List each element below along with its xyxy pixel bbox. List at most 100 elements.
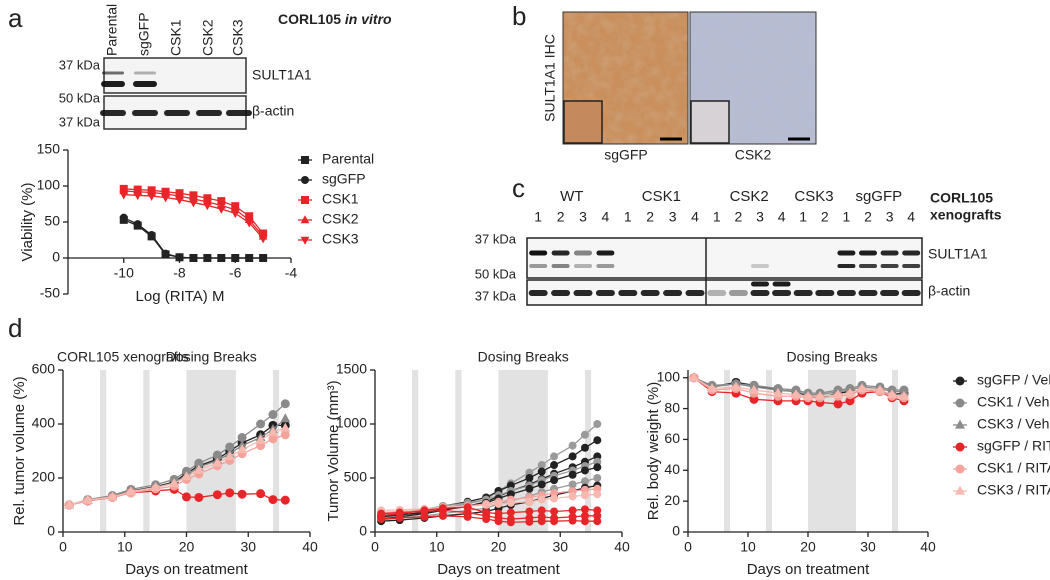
y-tick-label: 100 (657, 368, 681, 384)
data-point (255, 434, 266, 444)
x-tick-label: 0 (684, 539, 692, 555)
x-tick-label: 10 (429, 539, 445, 555)
mw-marker: 37 kDa (475, 288, 517, 303)
dosing-break (584, 370, 592, 532)
data-point (189, 199, 198, 208)
protein-label: SULT1A1 (928, 246, 988, 262)
data-point (815, 390, 825, 400)
data-point (82, 494, 93, 504)
data-point (568, 480, 577, 489)
data-point (593, 517, 602, 526)
blot-band (859, 264, 877, 268)
mw-marker: 37 kDa (59, 114, 101, 129)
y-axis-label: Rel. tumor volume (%) (11, 376, 28, 525)
x-tick-label: 30 (552, 539, 568, 555)
y-tick-label: 150 (37, 141, 61, 157)
data-point (482, 515, 491, 524)
data-point (845, 387, 855, 397)
legend-label: CSK1 (322, 191, 359, 207)
data-point (189, 254, 198, 262)
lane-number: 3 (579, 209, 587, 225)
data-point (506, 508, 515, 517)
y-tick-label: 1000 (336, 415, 367, 431)
data-point (506, 518, 515, 527)
protein-label: β-actin (252, 103, 294, 119)
data-point (169, 478, 180, 487)
blot-band (837, 264, 856, 268)
blot-band (226, 110, 252, 116)
y-tick-label: 500 (344, 469, 368, 485)
data-point (203, 254, 212, 262)
data-point (193, 464, 204, 474)
blot-band (685, 290, 705, 296)
blot-band (618, 290, 638, 296)
blot-band (859, 250, 877, 256)
data-point (133, 192, 143, 201)
lane-number: 2 (735, 209, 743, 225)
data-point (217, 254, 226, 262)
blot-band (164, 110, 190, 116)
blot-band (751, 264, 769, 268)
legend-label: Parental (322, 151, 374, 167)
data-point (175, 196, 184, 205)
data-point (593, 436, 602, 445)
ihc-inset (690, 100, 730, 144)
blot-band (133, 81, 157, 87)
data-point (494, 499, 503, 508)
data-point (420, 512, 429, 521)
legend-marker (955, 419, 965, 429)
panel-label: c (512, 173, 525, 203)
data-point (212, 457, 223, 467)
data-point (749, 394, 759, 404)
lane-number: 2 (821, 209, 829, 225)
data-point (525, 507, 534, 516)
lane-label: CSK1 (168, 19, 184, 56)
ihc-inset (563, 100, 603, 144)
data-point (593, 463, 602, 472)
blot-band (573, 290, 593, 296)
series-line (123, 217, 264, 259)
dosing-break (724, 370, 730, 532)
ihc-stain-label: SULT1A1 IHC (542, 34, 558, 122)
blot-band (901, 290, 921, 296)
data-point (161, 249, 170, 258)
data-point (147, 230, 156, 239)
data-point (268, 410, 278, 420)
legend-label: sgGFP (322, 171, 366, 187)
x-tick-label: 30 (240, 539, 256, 555)
legend-marker (955, 464, 965, 474)
data-point (580, 443, 589, 452)
y-tick-label: 20 (664, 492, 680, 508)
legend-label: CSK3 / RITA (977, 482, 1050, 498)
data-point (749, 384, 759, 394)
blot-band (551, 264, 570, 268)
data-point (150, 482, 161, 492)
data-point (580, 491, 589, 500)
data-point (259, 254, 268, 262)
data-point (258, 235, 268, 244)
lane-label: sgGFP (136, 12, 152, 56)
data-point (225, 442, 235, 452)
data-point (525, 497, 534, 506)
y-tick-label: 1500 (336, 361, 367, 377)
data-point (689, 372, 699, 382)
data-point (791, 389, 801, 399)
data-point (161, 194, 170, 203)
data-point (537, 517, 546, 526)
data-point (212, 490, 222, 500)
blot-title: xenografts (930, 207, 1002, 223)
data-point (395, 513, 404, 522)
protein-label: SULT1A1 (252, 67, 312, 83)
data-point (537, 480, 546, 489)
blot-band (595, 290, 615, 296)
x-tick-label: 30 (860, 539, 876, 555)
blot-band (750, 290, 770, 296)
dosing-break (892, 370, 898, 532)
blot-band (100, 110, 126, 116)
blot-band (836, 290, 856, 296)
legend-label: CSK3 (322, 231, 359, 247)
data-point (580, 505, 589, 514)
data-point (133, 220, 142, 229)
dosing-break (143, 370, 150, 532)
data-point (550, 461, 559, 470)
